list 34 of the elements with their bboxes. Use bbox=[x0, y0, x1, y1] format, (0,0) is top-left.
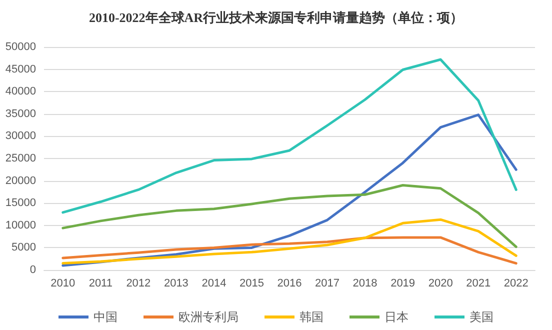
y-tick-label: 20000 bbox=[5, 174, 36, 187]
x-tick-label: 2021 bbox=[466, 278, 491, 290]
y-tick-label: 25000 bbox=[5, 152, 36, 164]
x-tick-label: 2019 bbox=[390, 278, 416, 290]
x-tick-label: 2015 bbox=[239, 278, 264, 290]
y-tick-label: 50000 bbox=[5, 41, 36, 53]
x-tick-label: 2010 bbox=[50, 278, 76, 290]
y-tick-label: 15000 bbox=[5, 197, 36, 210]
x-tick-label: 2020 bbox=[428, 278, 453, 290]
x-tick-label: 2022 bbox=[504, 278, 528, 290]
line-series bbox=[62, 184, 518, 248]
y-tick-label: 35000 bbox=[5, 108, 36, 120]
y-tick-label: 30000 bbox=[5, 130, 36, 142]
line-series bbox=[62, 218, 518, 265]
y-tick-label: 5000 bbox=[12, 242, 36, 254]
x-tick-label: 2012 bbox=[126, 278, 151, 290]
legend-label: 美国 bbox=[470, 310, 494, 324]
x-tick-label: 2013 bbox=[164, 278, 188, 290]
chart-title: 2010-2022年全球AR行业技术来源国专利申请量趋势（单位：项） bbox=[88, 10, 464, 25]
x-tick-label: 2011 bbox=[88, 278, 112, 290]
y-tick-label: 40000 bbox=[5, 86, 36, 98]
legend-label: 日本 bbox=[384, 310, 408, 324]
y-tick-label: 0 bbox=[30, 264, 36, 276]
line-series bbox=[62, 58, 518, 214]
x-tick-label: 2016 bbox=[277, 278, 302, 290]
legend-label: 欧洲专利局 bbox=[178, 310, 238, 324]
x-tick-label: 2014 bbox=[202, 278, 226, 290]
y-tick-label: 10000 bbox=[5, 219, 36, 232]
x-tick-label: 2018 bbox=[352, 278, 378, 290]
x-tick-label: 2017 bbox=[315, 278, 340, 290]
legend-label: 中国 bbox=[94, 310, 118, 324]
legend-label: 韩国 bbox=[300, 310, 324, 324]
y-tick-label: 45000 bbox=[5, 63, 36, 76]
line-series bbox=[62, 236, 518, 265]
